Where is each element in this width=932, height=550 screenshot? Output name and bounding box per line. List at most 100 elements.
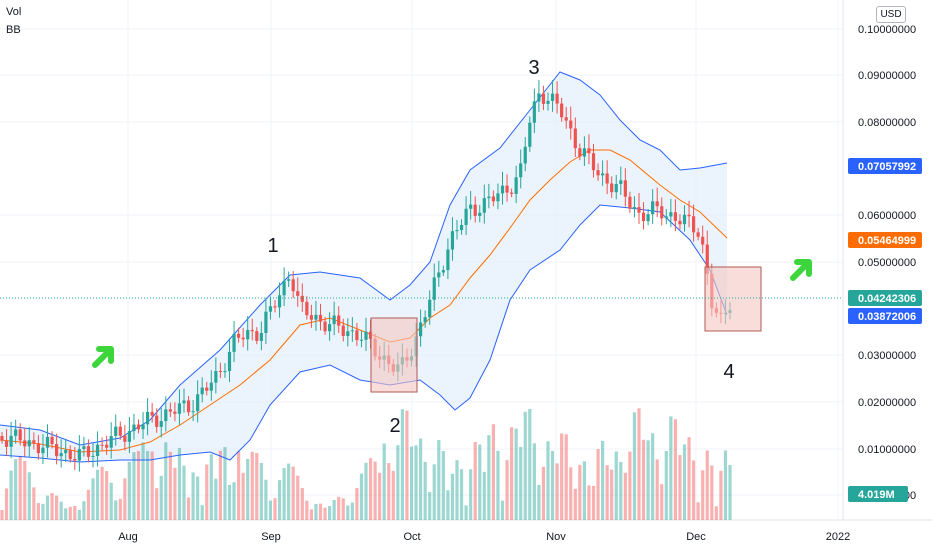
candle-body xyxy=(555,93,559,104)
volume-bar xyxy=(409,446,414,520)
candle-body xyxy=(18,429,22,441)
candle-body xyxy=(173,411,177,414)
candle-body xyxy=(596,170,600,176)
candle-body xyxy=(364,331,368,340)
volume-bar xyxy=(637,408,641,520)
volume-bar xyxy=(496,450,500,520)
price-tick-label: 0.06000000 xyxy=(858,210,916,222)
time-axis[interactable]: Aug Sep Oct Nov Dec 2022 xyxy=(118,531,850,543)
time-tick-label: Sep xyxy=(261,531,281,543)
volume-bar xyxy=(45,495,50,520)
volume-bar xyxy=(378,472,382,520)
volume-bar xyxy=(678,454,682,520)
candle-body xyxy=(569,120,573,129)
volume-bar xyxy=(450,473,455,520)
candle-body xyxy=(155,415,159,427)
volume-bar xyxy=(164,442,168,520)
volume-bar xyxy=(723,450,728,520)
candle-body xyxy=(641,212,646,222)
candle-body xyxy=(696,232,700,237)
price-tick-label: 0.03000000 xyxy=(858,350,916,362)
candle-body xyxy=(314,314,318,320)
candle-body xyxy=(632,207,637,209)
volume-bar xyxy=(368,458,373,520)
volume-bar xyxy=(82,501,86,520)
volume-bar xyxy=(132,452,136,520)
volume-bar xyxy=(50,493,54,520)
candle-body xyxy=(95,444,100,456)
volume-bar xyxy=(55,495,59,520)
candle-body xyxy=(318,314,323,322)
volume-bar xyxy=(227,484,232,520)
price-axis[interactable]: 0.10000000 0.09000000 0.08000000 0.06000000… xyxy=(858,24,916,502)
volume-bar xyxy=(473,441,477,520)
volume-bar xyxy=(68,506,72,520)
candle-body xyxy=(423,317,427,323)
time-tick-label: Nov xyxy=(546,531,566,543)
candle-body xyxy=(428,299,432,318)
volume-bar xyxy=(701,470,705,520)
highlight-box xyxy=(370,317,418,393)
volume-bar xyxy=(387,463,391,520)
time-tick-label: Aug xyxy=(118,531,138,543)
volume-bar xyxy=(623,472,627,520)
volume-bar xyxy=(287,463,291,520)
volume-bar xyxy=(487,435,491,520)
candle-body xyxy=(605,173,609,184)
wave-label: 1 xyxy=(267,235,278,257)
volume-bar xyxy=(341,498,345,520)
volume-bar xyxy=(564,434,568,520)
volume-legend[interactable]: Vol xyxy=(6,6,22,18)
volume-bar xyxy=(482,471,486,520)
volume-bar xyxy=(241,472,245,520)
candle-body xyxy=(455,230,459,232)
candle-body xyxy=(32,440,36,444)
candle-body xyxy=(669,212,673,217)
candle-body xyxy=(227,351,232,372)
volume-bar xyxy=(692,460,696,520)
volume-bar xyxy=(710,465,714,520)
price-tick-label: 0.08000000 xyxy=(858,117,916,129)
candle-body xyxy=(273,306,277,308)
candle-body xyxy=(437,272,441,278)
candle-body xyxy=(73,458,77,461)
candle-body xyxy=(200,387,204,395)
candle-body xyxy=(105,444,109,448)
candle-body xyxy=(432,277,436,300)
candle-body xyxy=(591,153,596,171)
candle-body xyxy=(341,325,345,336)
volume-bar xyxy=(277,480,282,520)
volume-bar xyxy=(0,510,4,520)
volume-bar xyxy=(569,467,573,520)
candle-body xyxy=(528,122,532,147)
candle-body xyxy=(259,332,263,341)
volume-bar xyxy=(687,437,691,520)
candle-body xyxy=(118,426,122,436)
volume-bar xyxy=(27,472,31,520)
volume-bar xyxy=(214,478,218,520)
volume-bar xyxy=(4,488,9,520)
volume-bar xyxy=(491,424,495,520)
candle-body xyxy=(55,444,59,457)
candle-body xyxy=(537,93,541,102)
candle-body xyxy=(109,435,113,448)
candle-body xyxy=(519,163,523,178)
candle-body xyxy=(705,244,709,274)
volume-bar xyxy=(337,496,341,520)
volume-bar xyxy=(382,443,386,520)
bollinger-legend[interactable]: BB xyxy=(6,24,21,36)
candle-body xyxy=(291,279,295,292)
currency-button[interactable]: USD xyxy=(876,6,906,23)
volume-bar xyxy=(314,503,318,520)
candle-body xyxy=(277,295,282,308)
volume-bar xyxy=(264,479,268,520)
volume-bar xyxy=(64,508,68,520)
candle-body xyxy=(560,103,564,118)
volume-bar xyxy=(537,485,541,520)
volume-bar xyxy=(91,478,95,520)
candle-body xyxy=(491,196,495,202)
candle-body xyxy=(350,330,354,332)
volume-bar xyxy=(346,505,350,520)
candle-body xyxy=(500,185,505,194)
